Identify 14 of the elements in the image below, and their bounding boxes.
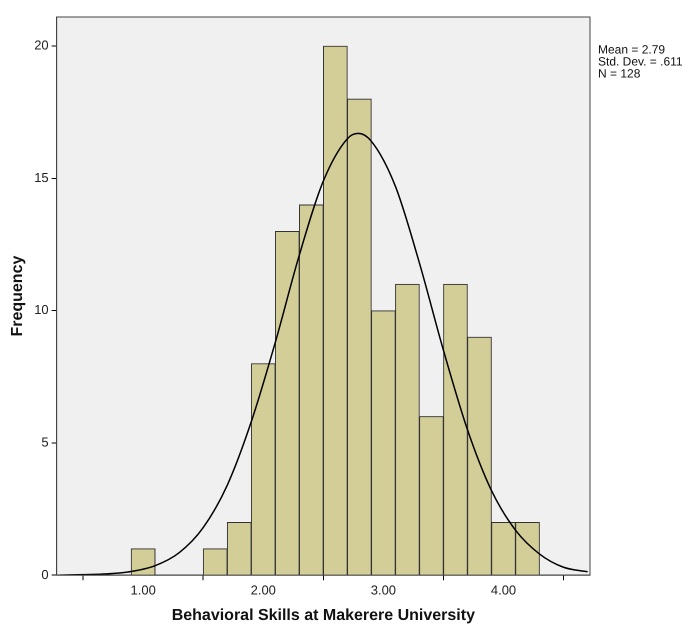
text: Mean = 2.79 [598, 42, 666, 56]
y-tick-label: 10 [34, 302, 49, 318]
x-tick-label: 3.00 [370, 582, 396, 598]
x-axis-title: Behavioral Skills at Makerere University [172, 606, 476, 624]
x-tick-label: 1.00 [130, 582, 156, 598]
text: N = 128 [598, 66, 641, 80]
y-tick-label: 15 [34, 170, 49, 185]
x-tick-label: 2.00 [250, 582, 276, 598]
x-tick-label: 4.00 [490, 582, 516, 598]
y-tick-label: 0 [41, 566, 49, 582]
y-tick-label: 20 [34, 38, 49, 53]
text: Std. Dev. = .611 [598, 54, 683, 68]
y-tick-label: 5 [41, 434, 49, 450]
y-axis-title: Frequency [9, 256, 26, 337]
